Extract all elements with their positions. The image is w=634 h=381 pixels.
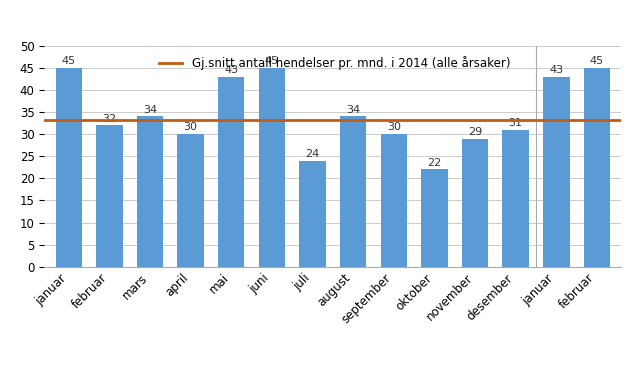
Legend: Gj.snitt antall hendelser pr. mnd. i 2014 (alle årsaker): Gj.snitt antall hendelser pr. mnd. i 201… xyxy=(154,51,515,75)
Text: 31: 31 xyxy=(508,118,522,128)
Bar xyxy=(299,161,326,267)
Bar xyxy=(380,134,407,267)
Text: 22: 22 xyxy=(427,158,441,168)
Bar xyxy=(96,125,122,267)
Bar xyxy=(259,68,285,267)
Bar xyxy=(503,130,529,267)
Bar xyxy=(543,77,569,267)
Text: 43: 43 xyxy=(224,65,238,75)
Text: 45: 45 xyxy=(265,56,279,66)
Bar xyxy=(340,117,366,267)
Text: 29: 29 xyxy=(468,127,482,137)
Text: 45: 45 xyxy=(590,56,604,66)
Bar xyxy=(462,139,488,267)
Bar xyxy=(584,68,610,267)
Text: 34: 34 xyxy=(143,105,157,115)
Bar xyxy=(56,68,82,267)
Bar xyxy=(137,117,163,267)
Text: 30: 30 xyxy=(387,122,401,132)
Bar xyxy=(421,170,448,267)
Text: 43: 43 xyxy=(549,65,564,75)
Text: 34: 34 xyxy=(346,105,360,115)
Text: 24: 24 xyxy=(306,149,320,159)
Bar xyxy=(178,134,204,267)
Text: 45: 45 xyxy=(61,56,76,66)
Text: 32: 32 xyxy=(102,114,117,123)
Text: 30: 30 xyxy=(184,122,198,132)
Bar xyxy=(218,77,245,267)
